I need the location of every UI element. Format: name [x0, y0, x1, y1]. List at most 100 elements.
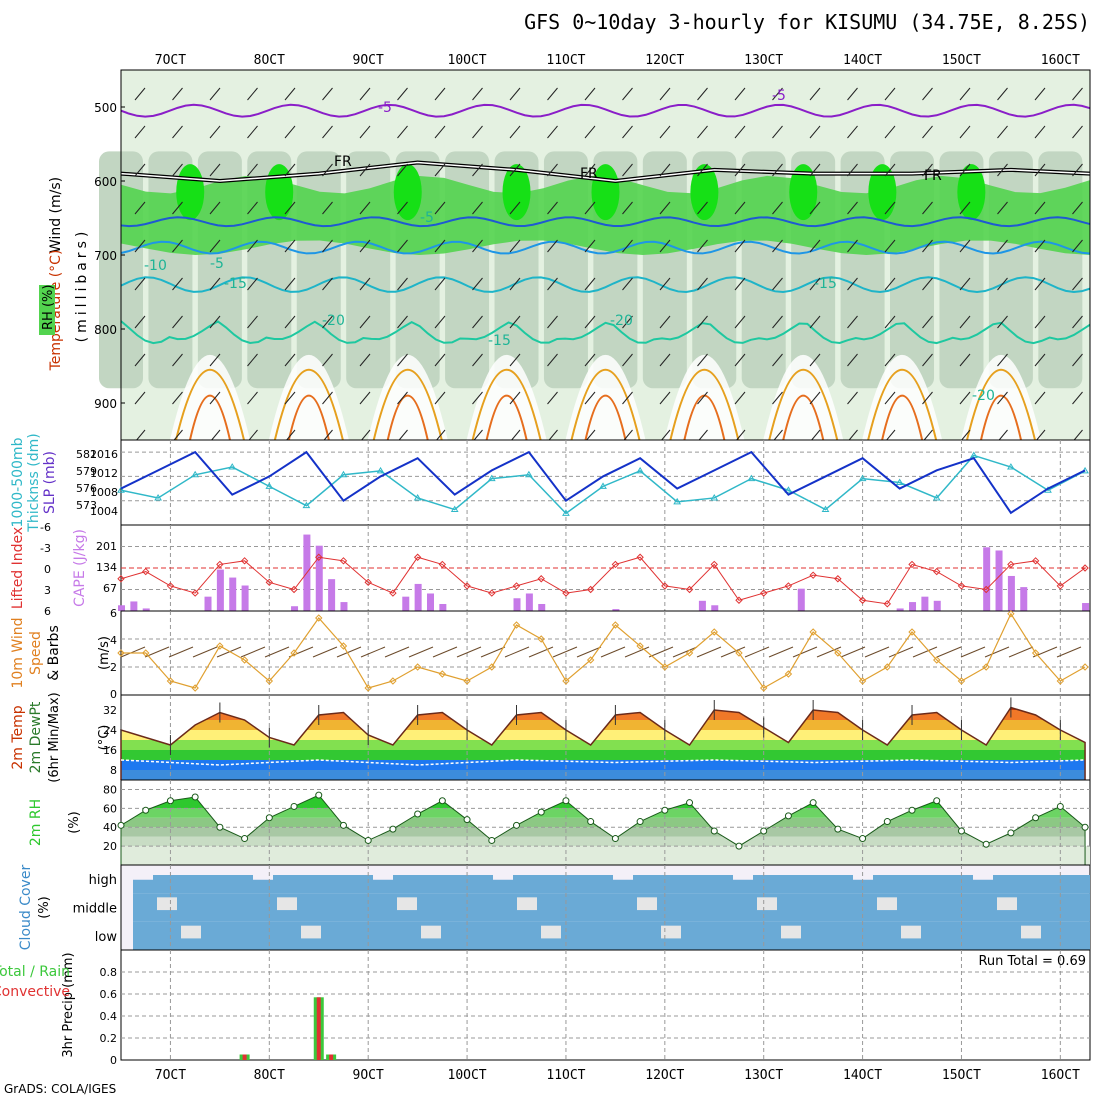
warm-isotherm — [485, 394, 528, 441]
wind10-barb — [744, 646, 770, 658]
cloud-gap — [1021, 925, 1041, 939]
wind10-marker — [834, 649, 842, 657]
wind10-barb — [888, 646, 914, 658]
cloud-gap — [637, 897, 657, 911]
wind-barb — [809, 201, 821, 215]
wind-barb — [172, 391, 183, 405]
slp-line — [120, 450, 1086, 515]
wind-barb — [659, 125, 671, 139]
wind-barb — [1034, 201, 1046, 215]
wind-barb — [172, 201, 183, 215]
wind-barb — [1034, 163, 1046, 177]
wind-barb — [622, 125, 633, 139]
warm-plume — [664, 354, 745, 440]
date-label-bottom: 16OCT — [1041, 1068, 1080, 1083]
thickness-marker — [599, 482, 607, 489]
wind-barb — [772, 353, 783, 367]
upper-ylabels-p: (millibars) — [74, 228, 90, 343]
wind-barb — [472, 125, 483, 139]
cape-bar — [933, 600, 941, 611]
rh-bright-core — [393, 164, 422, 221]
precip-tick: 0.4 — [100, 1010, 118, 1023]
temp-tick: 24 — [103, 724, 117, 737]
wind10-barb — [336, 646, 362, 658]
date-label-top: 10OCT — [448, 53, 487, 68]
rh-bright-core — [265, 164, 294, 221]
wind10-marker — [586, 656, 595, 664]
wind10-barb — [792, 646, 818, 658]
y-tick-label: 700 — [94, 249, 117, 263]
wind10-marker — [290, 649, 298, 657]
wind10-barb — [168, 646, 194, 658]
warm-isotherm — [867, 369, 938, 441]
cape-bar — [241, 585, 249, 611]
contour-label: FR — [924, 168, 942, 184]
wind-barb — [134, 201, 146, 215]
rh-marker — [809, 799, 817, 807]
rh-bright-core — [176, 164, 205, 221]
rh-tick: 40 — [103, 821, 117, 834]
li-marker — [463, 582, 471, 590]
rh-marker — [784, 812, 792, 820]
rh-marker — [735, 842, 743, 850]
thickness-marker — [747, 474, 756, 482]
wind10-barb — [144, 646, 170, 658]
isotherm-line — [120, 276, 1091, 294]
wind10-barb — [576, 646, 602, 658]
wind-barb — [959, 163, 971, 177]
wind-barb — [922, 353, 933, 367]
li-marker — [290, 585, 298, 594]
li-marker — [883, 600, 892, 608]
wind10-marker — [265, 677, 274, 685]
wind-barb — [209, 201, 221, 215]
wind-barb — [134, 239, 146, 253]
thickness-marker — [117, 486, 125, 493]
date-label-bottom: 9OCT — [353, 1068, 384, 1083]
wind-barb — [847, 239, 858, 253]
wind-barb — [247, 315, 258, 329]
wind-barb — [1072, 201, 1083, 215]
wind10-barb — [408, 646, 434, 658]
li-marker — [413, 553, 422, 561]
wind-barb — [584, 125, 596, 139]
cloud-band — [133, 875, 1090, 894]
li-marker — [562, 589, 570, 597]
date-label-top: 14OCT — [843, 53, 882, 68]
wind-barb — [134, 277, 146, 291]
wind-barb — [772, 201, 783, 215]
cape-bar — [909, 602, 917, 611]
rh-tick: 20 — [103, 840, 117, 853]
wind10-barb — [984, 646, 1010, 658]
wind10-marker — [957, 677, 966, 685]
wind-barb — [209, 163, 221, 177]
cloud-gap — [517, 897, 537, 911]
wind-barb — [472, 201, 483, 215]
date-label-bottom: 12OCT — [645, 1068, 684, 1083]
rh-tick: 60 — [103, 802, 117, 815]
cape-ylabels2: CAPE (J/kg) — [72, 529, 88, 607]
cloud-gap — [493, 867, 513, 880]
rh-bright-core — [957, 164, 986, 221]
cape-bar — [896, 608, 904, 611]
wind-barb — [359, 201, 371, 215]
warm-isotherm — [584, 394, 627, 441]
cape-bar — [1007, 575, 1015, 611]
wind-barb — [809, 391, 821, 405]
wind10-marker — [562, 677, 570, 685]
wind-barb — [659, 277, 671, 291]
wind10-marker — [488, 663, 496, 671]
li-marker — [117, 575, 125, 583]
slp-tick: 1004 — [90, 505, 118, 518]
wind10-tick: 2 — [110, 661, 117, 674]
wind-barb — [322, 353, 333, 367]
rh-line — [120, 794, 1086, 865]
wind-barb — [509, 125, 521, 139]
y-tick-label: 600 — [94, 175, 117, 189]
cape-bar — [797, 588, 805, 611]
wind10-barb — [696, 646, 722, 658]
wind-barb — [1072, 353, 1083, 367]
thickness-tick: 576 — [76, 482, 97, 495]
cape-bar — [229, 577, 237, 611]
cloud-gap — [733, 867, 753, 880]
wind-barb — [209, 315, 221, 329]
